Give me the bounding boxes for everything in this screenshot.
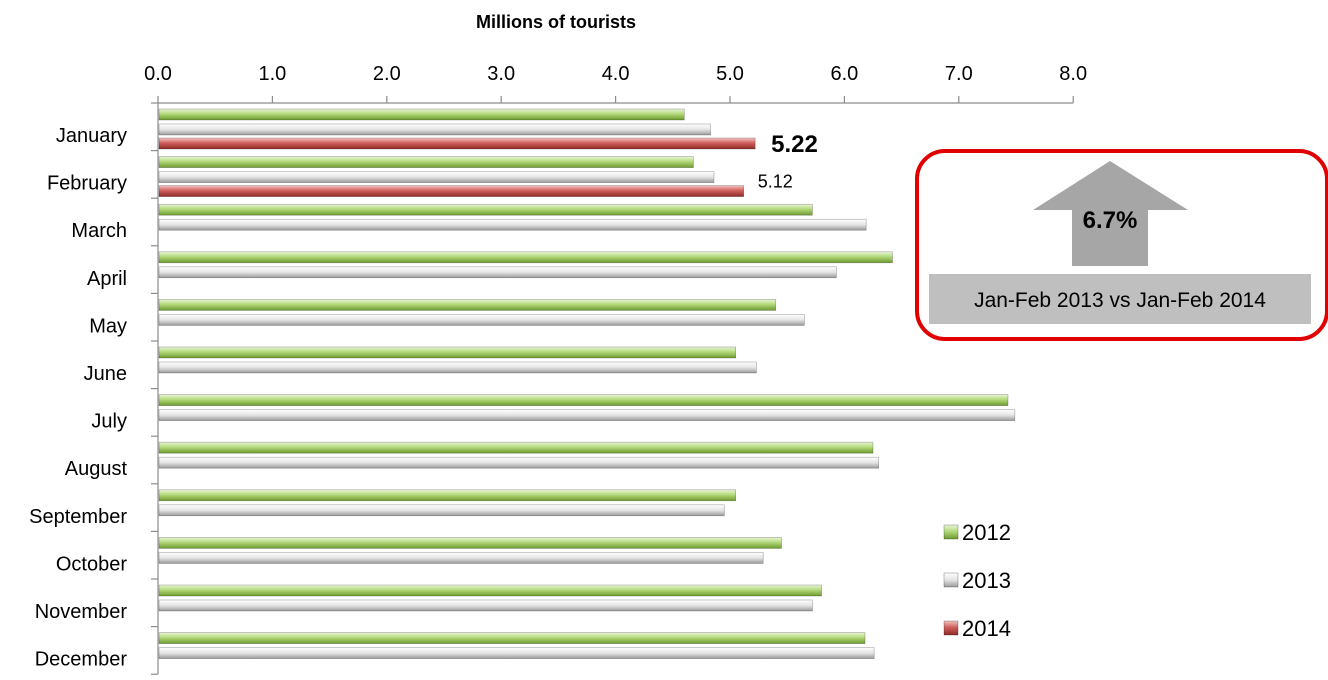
bar-2012-july: [158, 394, 1009, 406]
category-label: November: [35, 601, 128, 623]
bar-2013-june: [158, 361, 757, 374]
callout-border: [915, 149, 1328, 341]
legend-label-2012: 2012: [962, 520, 1011, 545]
category-label: December: [35, 649, 128, 671]
x-tick-label: 7.0: [945, 63, 973, 85]
bar-2013-december: [158, 647, 875, 659]
x-tick-label: 0.0: [144, 63, 172, 85]
category-label: August: [65, 458, 128, 480]
category-label: June: [84, 363, 127, 385]
bar-2014-february: [158, 185, 745, 197]
bar-2014-january: [158, 137, 756, 150]
category-label: May: [89, 315, 127, 337]
bar-2012-may: [158, 299, 777, 311]
category-label: October: [56, 553, 127, 575]
category-label: March: [71, 220, 127, 242]
bar-2013-april: [158, 266, 837, 279]
bar-2012-november: [158, 584, 822, 597]
category-label: September: [29, 506, 127, 528]
x-tick-label: 6.0: [830, 63, 858, 85]
bar-2012-august: [158, 441, 874, 454]
chart-title: Millions of tourists: [476, 12, 636, 32]
callout-percentage: 6.7%: [1083, 207, 1138, 234]
up-arrow-icon: [1033, 161, 1188, 266]
x-tick-label: 4.0: [602, 63, 630, 85]
bar-2013-october: [158, 552, 764, 564]
bar-2013-july: [158, 409, 1016, 421]
y-axis: January February March April May June July Augu…: [29, 102, 159, 675]
data-label-february: 5.12: [758, 172, 793, 192]
category-label: January: [56, 125, 127, 147]
legend-label-2014: 2014: [962, 616, 1011, 641]
legend: 2012 2013 2014: [943, 520, 1011, 641]
category-label: April: [87, 268, 127, 290]
legend-label-2013: 2013: [962, 568, 1011, 593]
category-label: July: [91, 411, 127, 433]
data-labels: 5.22 5.12: [758, 131, 818, 192]
bars: [158, 108, 1016, 659]
bar-2012-april: [158, 251, 893, 264]
bar-2012-october: [158, 537, 782, 549]
callout-label: Jan-Feb 2013 vs Jan-Feb 2014: [974, 289, 1266, 312]
category-label: February: [47, 173, 127, 195]
legend-swatch-2013: [943, 572, 959, 588]
bar-2012-june: [158, 346, 737, 359]
bar-2013-september: [158, 504, 725, 517]
bar-2013-march: [158, 218, 867, 231]
bar-2012-february: [158, 156, 694, 168]
x-axis: 0.0 1.0 2.0 3.0 4.0 5.0 6.0 7.0 8.0: [144, 63, 1087, 104]
bar-2012-september: [158, 489, 737, 502]
x-tick-label: 3.0: [487, 63, 515, 85]
bar-2013-february: [158, 171, 715, 183]
legend-swatch-2012: [943, 524, 959, 540]
x-tick-label: 2.0: [373, 63, 401, 85]
bar-2012-march: [158, 203, 813, 216]
bar-2013-august: [158, 456, 880, 469]
x-tick-label: 8.0: [1059, 63, 1087, 85]
x-tick-label: 5.0: [716, 63, 744, 85]
bar-2013-may: [158, 314, 805, 326]
callout-label-box: [929, 274, 1311, 324]
x-tick-label: 1.0: [258, 63, 286, 85]
callout: 6.7% Jan-Feb 2013 vs Jan-Feb 2014: [915, 149, 1328, 341]
bar-2012-december: [158, 632, 866, 644]
data-label-january: 5.22: [771, 131, 818, 158]
bar-2013-january: [158, 123, 711, 136]
legend-swatch-2014: [943, 620, 959, 636]
bar-2012-january: [158, 108, 685, 121]
bar-2013-november: [158, 599, 813, 612]
